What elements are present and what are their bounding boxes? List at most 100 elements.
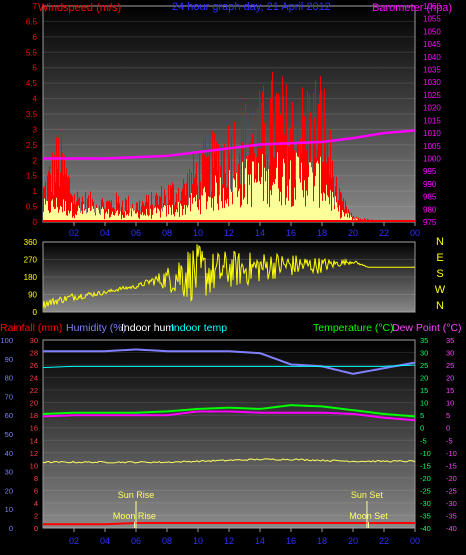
avg-bar bbox=[212, 198, 213, 222]
avg-bar bbox=[186, 205, 187, 222]
gust-bar bbox=[52, 152, 53, 222]
avg-bar bbox=[58, 212, 59, 222]
rain-tick: 26 bbox=[30, 361, 38, 370]
x-tick-label: 06 bbox=[131, 536, 141, 546]
avg-bar bbox=[333, 197, 334, 222]
avg-bar bbox=[199, 199, 200, 222]
avg-bar bbox=[96, 208, 97, 222]
avg-bar bbox=[45, 204, 46, 222]
avg-bar bbox=[93, 208, 94, 222]
avg-bar bbox=[114, 215, 115, 222]
avg-bar bbox=[71, 202, 72, 222]
avg-bar bbox=[321, 193, 322, 222]
avg-bar bbox=[70, 211, 71, 222]
avg-bar bbox=[338, 211, 339, 222]
avg-bar bbox=[258, 163, 259, 222]
gust-bar bbox=[285, 122, 286, 222]
rain-tick: 28 bbox=[30, 349, 38, 358]
gust-bar bbox=[156, 193, 157, 222]
avg-bar bbox=[182, 215, 183, 222]
gust-bar bbox=[199, 149, 200, 222]
gust-bar bbox=[148, 195, 149, 222]
annotation-label: Moon Set bbox=[349, 511, 388, 521]
avg-bar bbox=[260, 184, 261, 222]
avg-bar bbox=[292, 206, 293, 222]
avg-bar bbox=[227, 198, 228, 222]
gust-bar bbox=[179, 203, 180, 222]
gust-bar bbox=[239, 153, 240, 222]
gust-bar bbox=[245, 102, 246, 222]
x-tick-label: 04 bbox=[100, 536, 110, 546]
barometer-tick: 1050 bbox=[423, 27, 441, 36]
avg-bar bbox=[203, 188, 204, 222]
legend-entry: Indoor temp bbox=[171, 322, 227, 334]
direction-tick: 0 bbox=[33, 308, 38, 317]
windspeed-axis-ticks: 0 0.5 1 1.5 2 2.5 3 3.5 4 4.5 5 5.5 6 6.5 7 bbox=[26, 2, 38, 227]
avg-bar bbox=[191, 192, 192, 222]
avg-bar bbox=[293, 205, 294, 222]
avg-bar bbox=[57, 207, 58, 222]
direction-tick: 90 bbox=[28, 291, 37, 300]
gust-bar bbox=[69, 177, 70, 222]
temperature-tick: 25 bbox=[420, 361, 428, 370]
gust-bar bbox=[143, 203, 144, 222]
avg-bar bbox=[79, 207, 80, 222]
gust-bar bbox=[82, 196, 83, 222]
avg-bar bbox=[236, 173, 237, 222]
avg-bar bbox=[263, 200, 264, 222]
avg-bar bbox=[149, 214, 150, 222]
gust-bar bbox=[352, 216, 353, 222]
avg-bar bbox=[126, 215, 127, 222]
gust-bar bbox=[280, 114, 281, 222]
gust-bar bbox=[241, 108, 242, 222]
avg-bar bbox=[290, 160, 291, 222]
avg-bar bbox=[271, 194, 272, 222]
avg-bar bbox=[226, 203, 227, 222]
avg-bar bbox=[145, 215, 146, 222]
x-tick-label: 20 bbox=[348, 536, 358, 546]
gust-bar bbox=[175, 201, 176, 222]
avg-bar bbox=[190, 211, 191, 222]
windspeed-tick: 4.5 bbox=[26, 79, 38, 88]
avg-bar bbox=[291, 206, 292, 222]
annotation-label: Sun Rise bbox=[118, 490, 155, 500]
avg-bar bbox=[294, 187, 295, 222]
dewpoint-tick: 0 bbox=[446, 424, 450, 433]
avg-bar bbox=[209, 197, 210, 222]
avg-bar bbox=[127, 213, 128, 222]
humidity-tick: 10 bbox=[5, 505, 13, 514]
gust-bar bbox=[147, 201, 148, 222]
barometer-axis-ticks: 975 980 985 990 995 1000 1005 1010 1015 1020 1025 1… bbox=[423, 2, 441, 227]
annotation-label: Moon Rise bbox=[113, 511, 156, 521]
avg-bar bbox=[278, 188, 279, 222]
gust-bar bbox=[249, 142, 250, 222]
gust-bar bbox=[307, 90, 308, 222]
gust-bar bbox=[293, 126, 294, 222]
avg-bar bbox=[51, 200, 52, 222]
legend-entry: Rainfall (mm) bbox=[0, 322, 62, 334]
avg-bar bbox=[194, 196, 195, 222]
avg-bar bbox=[91, 210, 92, 222]
gust-bar bbox=[122, 200, 123, 222]
avg-bar bbox=[325, 200, 326, 222]
gust-bar bbox=[110, 202, 111, 222]
gust-bar bbox=[62, 152, 63, 222]
barometer-tick: 1055 bbox=[423, 15, 441, 24]
rain-tick: 14 bbox=[30, 436, 38, 445]
gust-bar bbox=[172, 182, 173, 222]
gust-bar bbox=[75, 204, 76, 222]
compass-label: N bbox=[436, 236, 444, 248]
avg-bar bbox=[179, 216, 180, 222]
gust-bar bbox=[207, 148, 208, 222]
windspeed-tick: 3 bbox=[33, 125, 38, 134]
gust-bar bbox=[68, 175, 69, 222]
rain-tick: 10 bbox=[30, 461, 38, 470]
gust-bar bbox=[67, 177, 68, 222]
avg-bar bbox=[349, 217, 350, 222]
avg-bar bbox=[46, 200, 47, 222]
gust-bar bbox=[286, 84, 287, 222]
avg-bar bbox=[259, 181, 260, 222]
gust-bar bbox=[73, 204, 74, 222]
